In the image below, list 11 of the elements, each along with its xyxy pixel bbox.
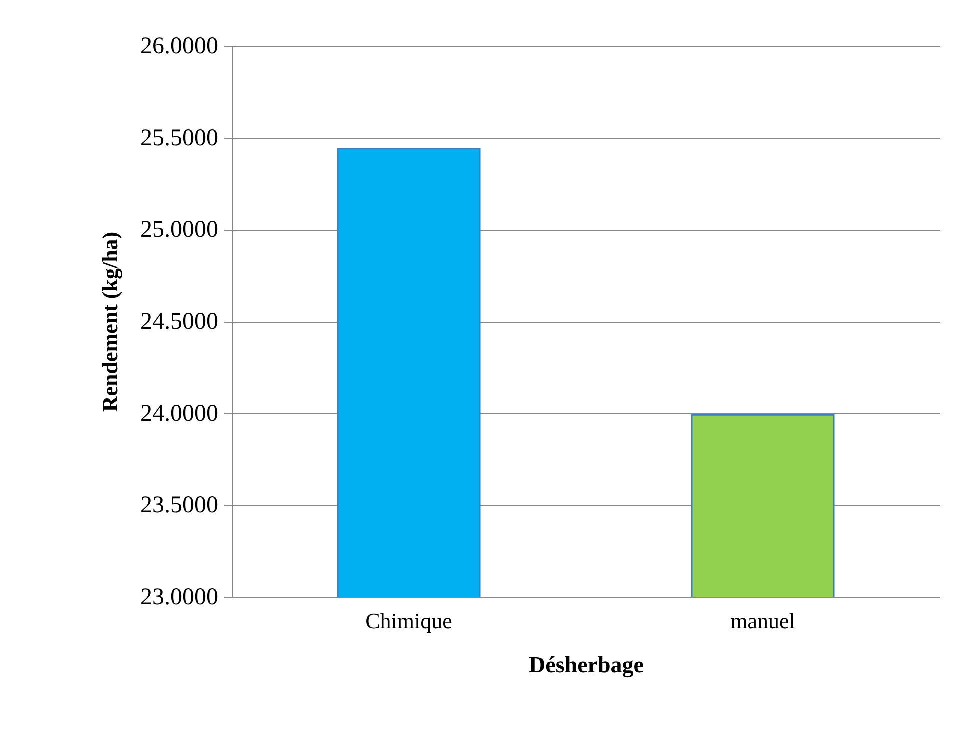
y-tick-label: 24.5000 (140, 309, 218, 335)
x-axis-title: Désherbage (529, 652, 644, 678)
x-tick-label: manuel (730, 608, 796, 634)
y-tick-label: 23.5000 (140, 492, 218, 519)
y-tick-label: 23.0000 (140, 584, 218, 610)
x-tick-label: Chimique (366, 608, 452, 634)
y-tick-label: 26.0000 (140, 34, 218, 60)
y-tick-label: 24.0000 (140, 400, 218, 427)
y-tick-label: 25.5000 (140, 125, 218, 152)
y-tick-label: 25.0000 (140, 217, 218, 244)
y-axis-title: Rendement (kg/ha) (98, 232, 122, 412)
